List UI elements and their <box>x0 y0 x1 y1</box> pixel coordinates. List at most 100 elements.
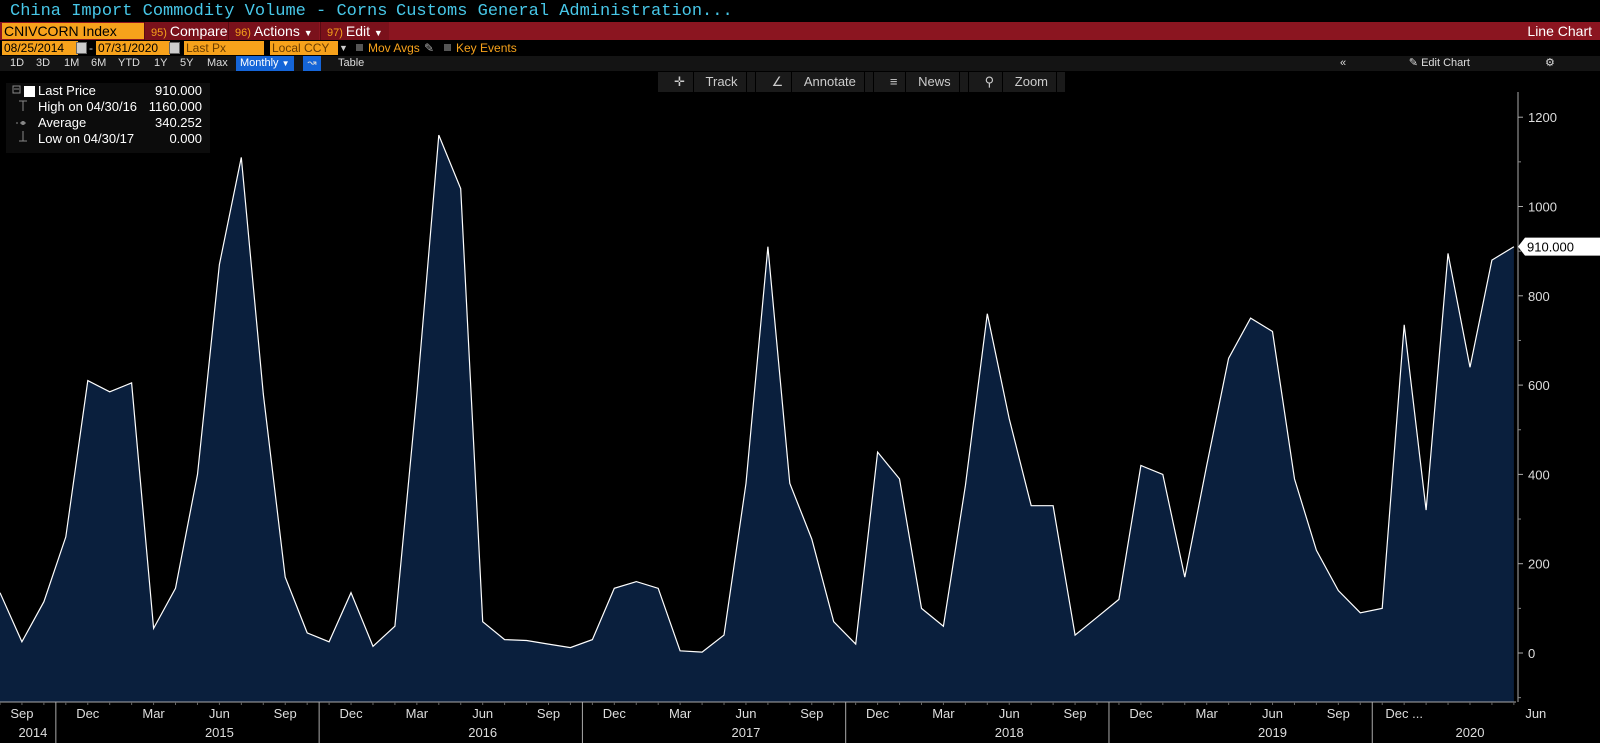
edit-chart-label: Edit Chart <box>1421 57 1470 69</box>
chevron-down-icon: ▼ <box>373 28 383 38</box>
pencil-icon[interactable]: ✎ <box>424 41 435 55</box>
range-button-6m[interactable]: 6M <box>91 57 107 69</box>
collapse-icon[interactable]: « <box>1340 57 1347 69</box>
series-line <box>0 134 1515 653</box>
mov-avgs-label[interactable]: Mov Avgs <box>368 41 420 55</box>
track-button[interactable]: ✛ Track <box>658 72 756 92</box>
crosshair-icon: ✛ <box>666 72 694 92</box>
x-tick-label: Sep <box>537 706 560 721</box>
x-tick-label: Mar <box>406 706 429 721</box>
news-label: News <box>910 72 960 92</box>
range-button-1m[interactable]: 1M <box>64 57 80 69</box>
data-source: Customs General Administration... <box>396 2 733 21</box>
y-tick-label: 1000 <box>1528 200 1557 215</box>
last-value-tag <box>1518 237 1600 256</box>
x-tick-label: Dec <box>339 706 363 721</box>
range-bar: 1D 3D 1M 6M YTD 1Y 5Y Max Monthly ▼ ↝ Table « ✎… <box>0 56 1600 71</box>
date-separator: - <box>89 41 93 55</box>
annotate-button[interactable]: ∠ Annotate <box>756 72 874 92</box>
x-tick-label: Dec ... <box>1385 706 1423 721</box>
x-tick-label: Jun <box>472 706 493 721</box>
price-field-select[interactable]: Last Px <box>184 41 264 55</box>
range-button-1y[interactable]: 1Y <box>154 57 168 69</box>
chevron-down-icon[interactable]: ▼ <box>339 43 348 53</box>
zoom-button[interactable]: ⚲ Zoom <box>969 72 1067 92</box>
news-button[interactable]: ≡ News <box>874 72 969 92</box>
year-label: 2017 <box>731 725 760 740</box>
compare-number: 95) <box>151 27 167 39</box>
period-label: Monthly <box>240 57 279 69</box>
x-tick-label: Dec <box>866 706 890 721</box>
end-date-field[interactable]: 07/31/2020 <box>96 41 170 55</box>
x-tick-label: Jun <box>999 706 1020 721</box>
actions-button[interactable]: 96) Actions ▼ <box>228 22 319 40</box>
year-label: 2014 <box>18 725 47 740</box>
key-events-checkbox[interactable] <box>444 44 451 51</box>
calendar-icon[interactable] <box>76 42 87 54</box>
x-tick-label: Jun <box>735 706 756 721</box>
range-button-max[interactable]: Max <box>207 57 228 69</box>
legend-high-label: High on 04/30/16 <box>38 99 138 114</box>
chevron-down-icon: ▼ <box>281 59 290 68</box>
y-tick-label: 1200 <box>1528 110 1557 125</box>
last-value-label: 910.000 <box>1527 240 1574 255</box>
ticker-field[interactable]: CNIVCORN Index <box>2 23 144 39</box>
mov-avgs-checkbox[interactable] <box>356 44 363 51</box>
title-bar: China Import Commodity Volume - Corns Cu… <box>0 0 1600 22</box>
edit-number: 97) <box>327 27 343 39</box>
x-tick-label: Mar <box>142 706 165 721</box>
x-tick-label: Mar <box>1196 706 1219 721</box>
x-tick-label: Sep <box>1063 706 1086 721</box>
x-tick-label: Sep <box>1327 706 1350 721</box>
area-chart[interactable]: 0 200 400 600 800 1000 1200 910.000 Sep Dec Mar Jun… <box>0 92 1600 743</box>
x-tick-label: Sep <box>800 706 823 721</box>
x-tick-label: Dec <box>603 706 627 721</box>
year-label: 2018 <box>995 725 1024 740</box>
zoom-label: Zoom <box>1007 72 1058 92</box>
chart-title: China Import Commodity Volume - Corns <box>10 2 388 21</box>
track-label: Track <box>698 72 747 92</box>
chevron-down-icon: ▼ <box>303 28 313 38</box>
legend-low-value: 0.000 <box>169 131 202 146</box>
x-tick-label: Jun <box>209 706 230 721</box>
edit-chart-button[interactable]: ✎ Edit Chart <box>1409 56 1470 71</box>
key-events-label[interactable]: Key Events <box>456 41 517 55</box>
range-button-1d[interactable]: 1D <box>10 57 25 69</box>
year-label: 2020 <box>1456 725 1485 740</box>
start-date-field[interactable]: 08/25/2014 <box>2 41 78 55</box>
x-tick-label: Dec <box>1129 706 1153 721</box>
x-tick-label: Mar <box>669 706 692 721</box>
year-label: 2015 <box>205 725 234 740</box>
range-button-5y[interactable]: 5Y <box>180 57 194 69</box>
y-tick-label: 0 <box>1528 646 1535 661</box>
annotate-label: Annotate <box>796 72 865 92</box>
x-tick-label: Dec <box>76 706 100 721</box>
x-tick-label: Sep <box>274 706 297 721</box>
pen-icon: ∠ <box>764 72 793 92</box>
calendar-icon[interactable] <box>169 42 180 54</box>
compare-button[interactable]: 95) Compare <box>144 22 234 40</box>
year-label: 2019 <box>1258 725 1287 740</box>
range-button-ytd[interactable]: YTD <box>118 57 140 69</box>
series-area <box>0 135 1514 703</box>
period-select[interactable]: Monthly ▼ <box>236 56 294 71</box>
legend-markers <box>12 85 28 142</box>
chart-edit-icon: ✎ <box>1408 57 1419 69</box>
gear-icon[interactable]: ⚙ <box>1545 57 1555 69</box>
command-bar: CNIVCORN Index 95) Compare 96) Actions ▼ 9… <box>0 22 1600 40</box>
legend-last-value: 910.000 <box>155 83 202 98</box>
range-button-3d[interactable]: 3D <box>36 57 51 69</box>
year-label: 2016 <box>468 725 497 740</box>
currency-select[interactable]: Local CCY <box>270 41 338 55</box>
news-icon: ≡ <box>882 72 907 92</box>
line-chart-icon[interactable]: ↝ <box>303 56 321 71</box>
chart-type-label[interactable]: Line Chart <box>1527 23 1592 39</box>
compare-label: Compare <box>169 23 228 39</box>
y-tick-label: 600 <box>1528 378 1550 393</box>
y-tick-label: 800 <box>1528 289 1550 304</box>
y-tick-label: 400 <box>1528 467 1550 482</box>
table-button[interactable]: Table <box>338 57 365 69</box>
actions-label: Actions <box>253 23 300 39</box>
legend-last-label: Last Price <box>38 83 96 98</box>
edit-button[interactable]: 97) Edit ▼ <box>320 22 389 40</box>
